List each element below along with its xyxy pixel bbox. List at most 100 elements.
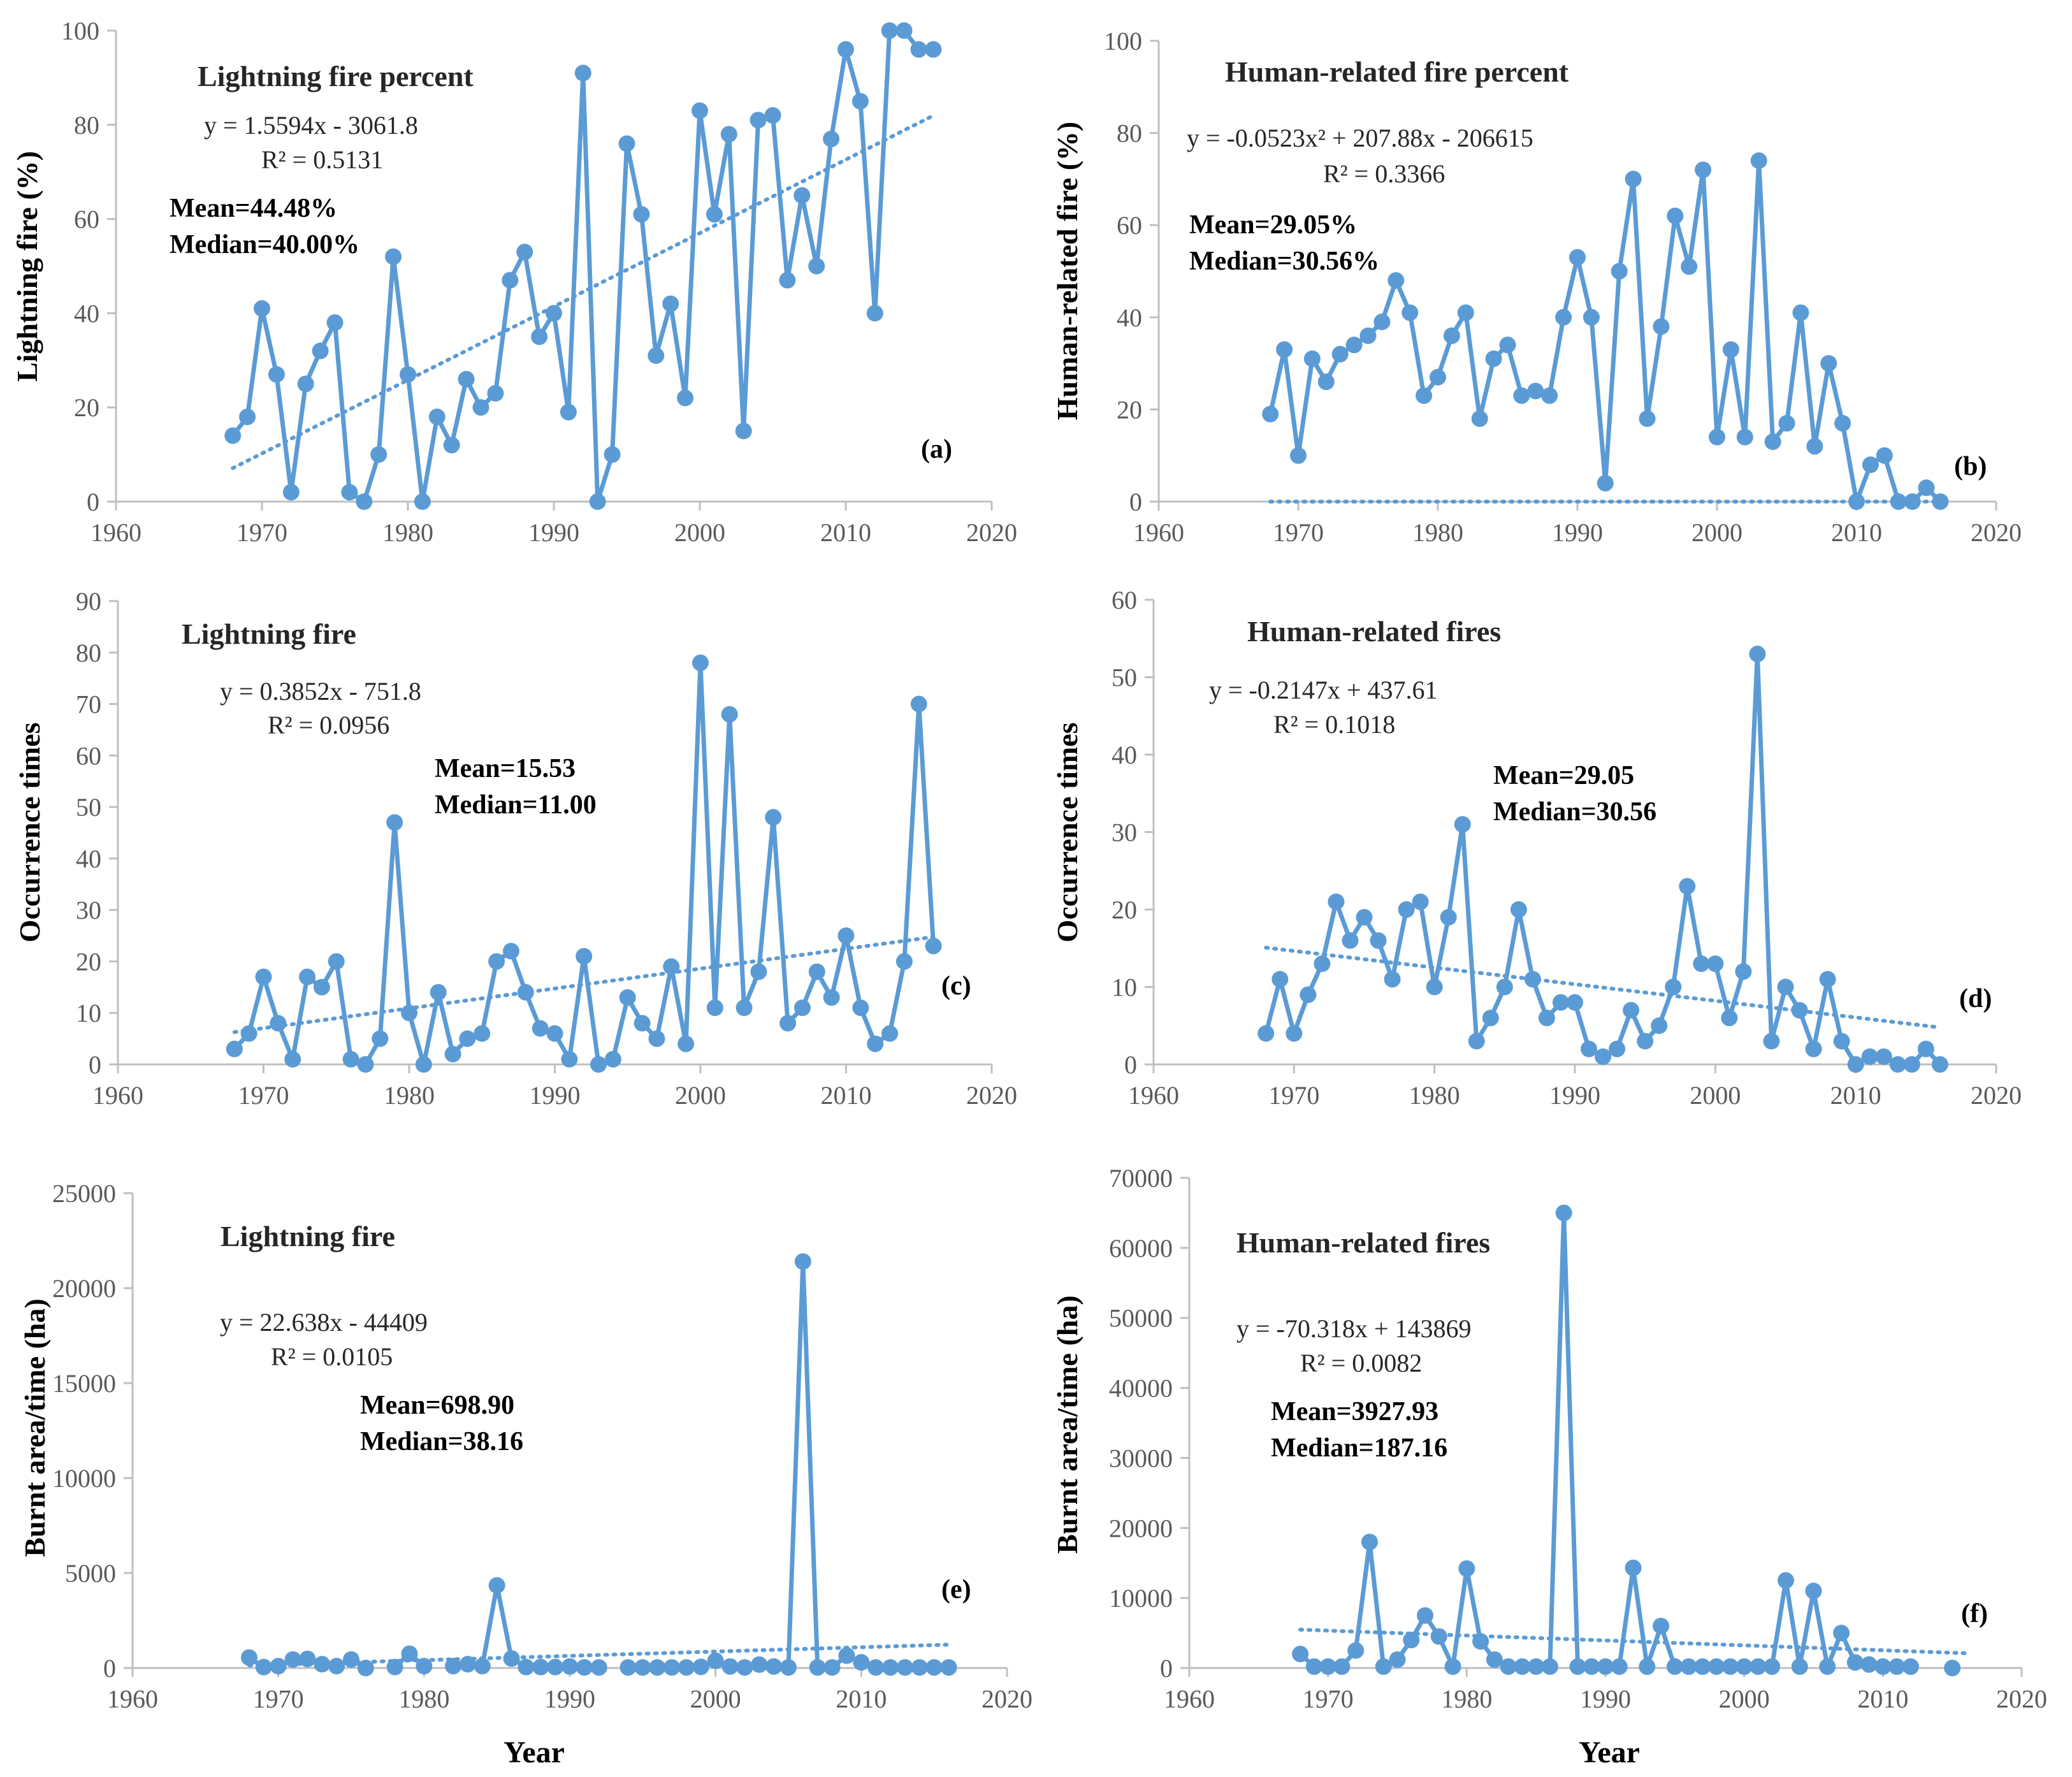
data-point	[1931, 1056, 1948, 1073]
data-point	[1777, 978, 1794, 996]
data-point	[1847, 1056, 1864, 1073]
mean-label: Mean=698.90	[360, 1391, 514, 1420]
x-tick-label: 2010	[1831, 518, 1882, 547]
data-point	[428, 408, 446, 425]
chart-title: Human-related fire percent	[1225, 55, 1569, 88]
data-point	[226, 1040, 243, 1057]
data-point	[1276, 341, 1293, 358]
y-tick-label: 20000	[1109, 1514, 1173, 1542]
data-point	[1361, 1534, 1378, 1551]
y-tick-label: 60	[74, 205, 99, 234]
data-point	[692, 1658, 709, 1676]
trend-line	[232, 935, 936, 1034]
data-point	[255, 968, 272, 985]
data-point	[357, 1660, 374, 1676]
data-point	[1333, 1658, 1351, 1675]
trend-line	[1298, 1627, 1968, 1655]
x-tick-label: 1970	[238, 1081, 289, 1110]
data-point	[341, 484, 358, 501]
data-point	[284, 1651, 301, 1668]
trend-equation: y = -70.318x + 143869	[1236, 1314, 1471, 1343]
chart-panel-6: 0 10000 20000 30000 40000 50000 60000 70000 1960…	[1051, 1164, 2047, 1769]
data-point	[779, 1015, 797, 1032]
chart-title: Human-related fires	[1236, 1226, 1490, 1259]
x-tick-label: 2010	[1830, 1081, 1881, 1110]
data-point	[1819, 1658, 1836, 1675]
data-point	[1707, 955, 1724, 973]
data-point	[1331, 345, 1349, 363]
x-tick-label: 1990	[528, 518, 579, 547]
data-point	[1398, 901, 1415, 918]
data-point	[721, 1658, 739, 1675]
y-tick-label: 50	[76, 793, 101, 822]
y-tick-label: 0	[103, 1654, 116, 1683]
data-point	[1653, 1618, 1670, 1635]
data-point	[1555, 308, 1572, 326]
x-tick-label: 2020	[1971, 1081, 2022, 1110]
data-point	[1541, 387, 1558, 404]
data-point	[721, 706, 738, 723]
median-label: Median=40.00%	[170, 230, 359, 259]
data-point	[561, 1658, 578, 1675]
data-point	[720, 126, 737, 143]
x-tick-label: 2000	[675, 1081, 726, 1110]
x-tick-label: 1960	[1133, 518, 1184, 547]
median-label: Median=30.56%	[1189, 247, 1379, 276]
data-point	[1777, 1572, 1794, 1589]
y-tick-label: 100	[1104, 27, 1142, 55]
y-tick-label: 20	[76, 947, 101, 976]
data-point	[649, 1659, 666, 1676]
data-point	[1848, 493, 1865, 510]
x-tick-label: 1990	[1580, 1685, 1631, 1713]
y-axis-label: Human-related fire (%)	[1051, 122, 1083, 420]
data-point	[808, 257, 825, 275]
data-point	[1581, 1040, 1598, 1057]
data-point	[852, 999, 869, 1017]
data-point	[1300, 986, 1317, 1003]
r-squared-label: R² = 0.5131	[261, 145, 383, 174]
x-tick-label: 2010	[1857, 1685, 1908, 1713]
data-point	[1874, 1658, 1892, 1675]
chart-title: Lightning fire	[221, 1220, 395, 1252]
data-point	[314, 1656, 331, 1673]
data-point	[1496, 978, 1513, 996]
y-tick-label: 20	[74, 393, 99, 422]
data-point	[648, 347, 665, 364]
y-tick-label: 80	[1117, 119, 1142, 148]
data-point	[472, 399, 489, 416]
y-tick-label: 40	[1117, 303, 1142, 332]
data-point	[1861, 1048, 1878, 1065]
data-point	[1317, 374, 1335, 391]
data-point	[1402, 304, 1419, 321]
y-axis-label: Lightning fire (%)	[11, 151, 43, 382]
x-tick-label: 2000	[674, 518, 725, 547]
data-point	[386, 814, 403, 831]
x-tick-label: 2020	[966, 1081, 1017, 1110]
data-point	[372, 1030, 389, 1047]
data-point	[1860, 1656, 1878, 1673]
data-point	[1370, 932, 1387, 949]
x-tick-label: 1960	[1128, 1081, 1179, 1110]
data-point	[357, 1056, 374, 1073]
data-point	[1597, 1658, 1614, 1675]
data-point	[1552, 994, 1569, 1011]
data-point	[707, 1652, 724, 1669]
data-point	[823, 989, 840, 1006]
data-point	[1286, 1025, 1303, 1042]
data-point	[750, 963, 767, 980]
x-axis-label: Year	[504, 1736, 565, 1769]
y-tick-label: 5000	[65, 1559, 116, 1588]
data-point	[1342, 932, 1359, 949]
y-tick-label: 40	[74, 299, 99, 328]
data-point	[1778, 415, 1795, 432]
y-tick-label: 10000	[1109, 1584, 1173, 1613]
mean-label: Mean=29.05	[1493, 761, 1634, 790]
data-point	[851, 92, 869, 110]
data-point	[618, 135, 635, 152]
r-squared-label: R² = 0.0956	[268, 711, 389, 739]
mean-label: Mean=44.48%	[170, 194, 337, 223]
data-point	[1426, 978, 1443, 996]
data-point	[910, 695, 927, 713]
data-point	[401, 1005, 417, 1022]
